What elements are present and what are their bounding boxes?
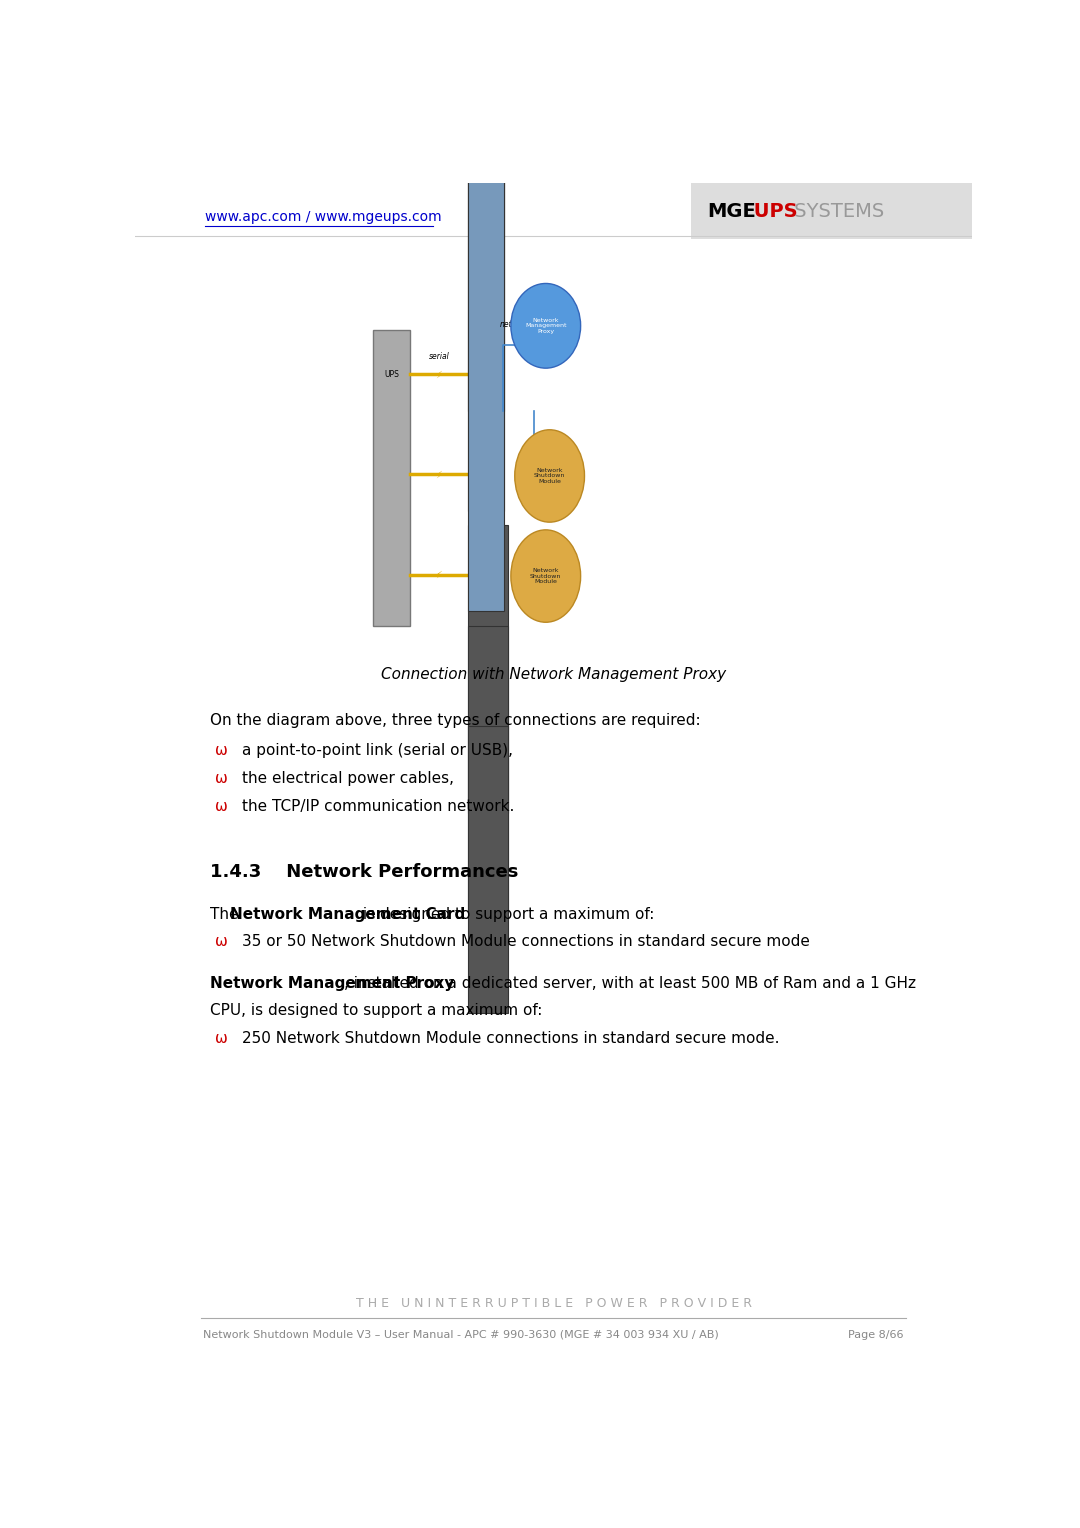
- Text: The: The: [211, 906, 244, 921]
- Text: Network Management Proxy: Network Management Proxy: [211, 976, 455, 990]
- Bar: [469, 526, 508, 813]
- Text: the electrical power cables,: the electrical power cables,: [242, 770, 454, 785]
- Text: ω: ω: [215, 935, 227, 949]
- Bar: [691, 183, 972, 238]
- Text: ⚡: ⚡: [435, 570, 442, 579]
- Text: serial: serial: [429, 351, 449, 361]
- Text: Network
Shutdown
Module: Network Shutdown Module: [534, 468, 565, 484]
- Text: On the diagram above, three types of connections are required:: On the diagram above, three types of con…: [211, 714, 701, 729]
- Text: MGE: MGE: [707, 202, 756, 220]
- Text: , installed on a dedicated server, with at least 500 MB of Ram and a 1 GHz: , installed on a dedicated server, with …: [343, 976, 916, 990]
- Bar: [469, 0, 504, 510]
- Text: ⚡: ⚡: [435, 370, 442, 379]
- Text: SYSTEMS: SYSTEMS: [788, 202, 885, 220]
- Ellipse shape: [511, 284, 581, 368]
- Bar: [469, 625, 508, 912]
- Text: network: network: [499, 319, 530, 329]
- Text: Connection with Network Management Proxy: Connection with Network Management Proxy: [381, 668, 726, 681]
- Ellipse shape: [511, 530, 581, 622]
- Text: ω: ω: [215, 1031, 227, 1047]
- Text: a point-to-point link (serial or USB),: a point-to-point link (serial or USB),: [242, 743, 513, 758]
- Text: the TCP/IP communication network.: the TCP/IP communication network.: [242, 799, 514, 813]
- Bar: [373, 330, 410, 626]
- Bar: [469, 0, 504, 611]
- Bar: [364, 284, 572, 652]
- Text: 35 or 50 Network Shutdown Module connections in standard secure mode: 35 or 50 Network Shutdown Module connect…: [242, 935, 810, 949]
- Text: ω: ω: [215, 799, 227, 813]
- Text: 250 Network Shutdown Module connections in standard secure mode.: 250 Network Shutdown Module connections …: [242, 1031, 780, 1047]
- Bar: [469, 726, 508, 1013]
- Text: Network Management Card: Network Management Card: [230, 906, 464, 921]
- Text: Network
Management
Proxy: Network Management Proxy: [525, 318, 567, 335]
- Text: www.apc.com / www.mgeups.com: www.apc.com / www.mgeups.com: [205, 211, 442, 225]
- Text: UPS: UPS: [747, 202, 798, 220]
- Text: CPU, is designed to support a maximum of:: CPU, is designed to support a maximum of…: [211, 1004, 543, 1019]
- Text: 1.4.3    Network Performances: 1.4.3 Network Performances: [211, 863, 518, 882]
- Text: is designed to support a maximum of:: is designed to support a maximum of:: [357, 906, 654, 921]
- Text: UPS: UPS: [384, 370, 399, 379]
- Text: T H E   U N I N T E R R U P T I B L E   P O W E R   P R O V I D E R: T H E U N I N T E R R U P T I B L E P O …: [355, 1297, 752, 1309]
- Text: Page 8/66: Page 8/66: [848, 1329, 904, 1340]
- Bar: [469, 0, 504, 411]
- Text: Network Shutdown Module V3 – User Manual - APC # 990-3630 (MGE # 34 003 934 XU /: Network Shutdown Module V3 – User Manual…: [203, 1329, 719, 1340]
- Text: Network
Shutdown
Module: Network Shutdown Module: [530, 568, 562, 584]
- Text: ω: ω: [215, 743, 227, 758]
- Ellipse shape: [515, 429, 584, 523]
- Text: ω: ω: [215, 770, 227, 785]
- Text: ⚡: ⚡: [435, 469, 442, 480]
